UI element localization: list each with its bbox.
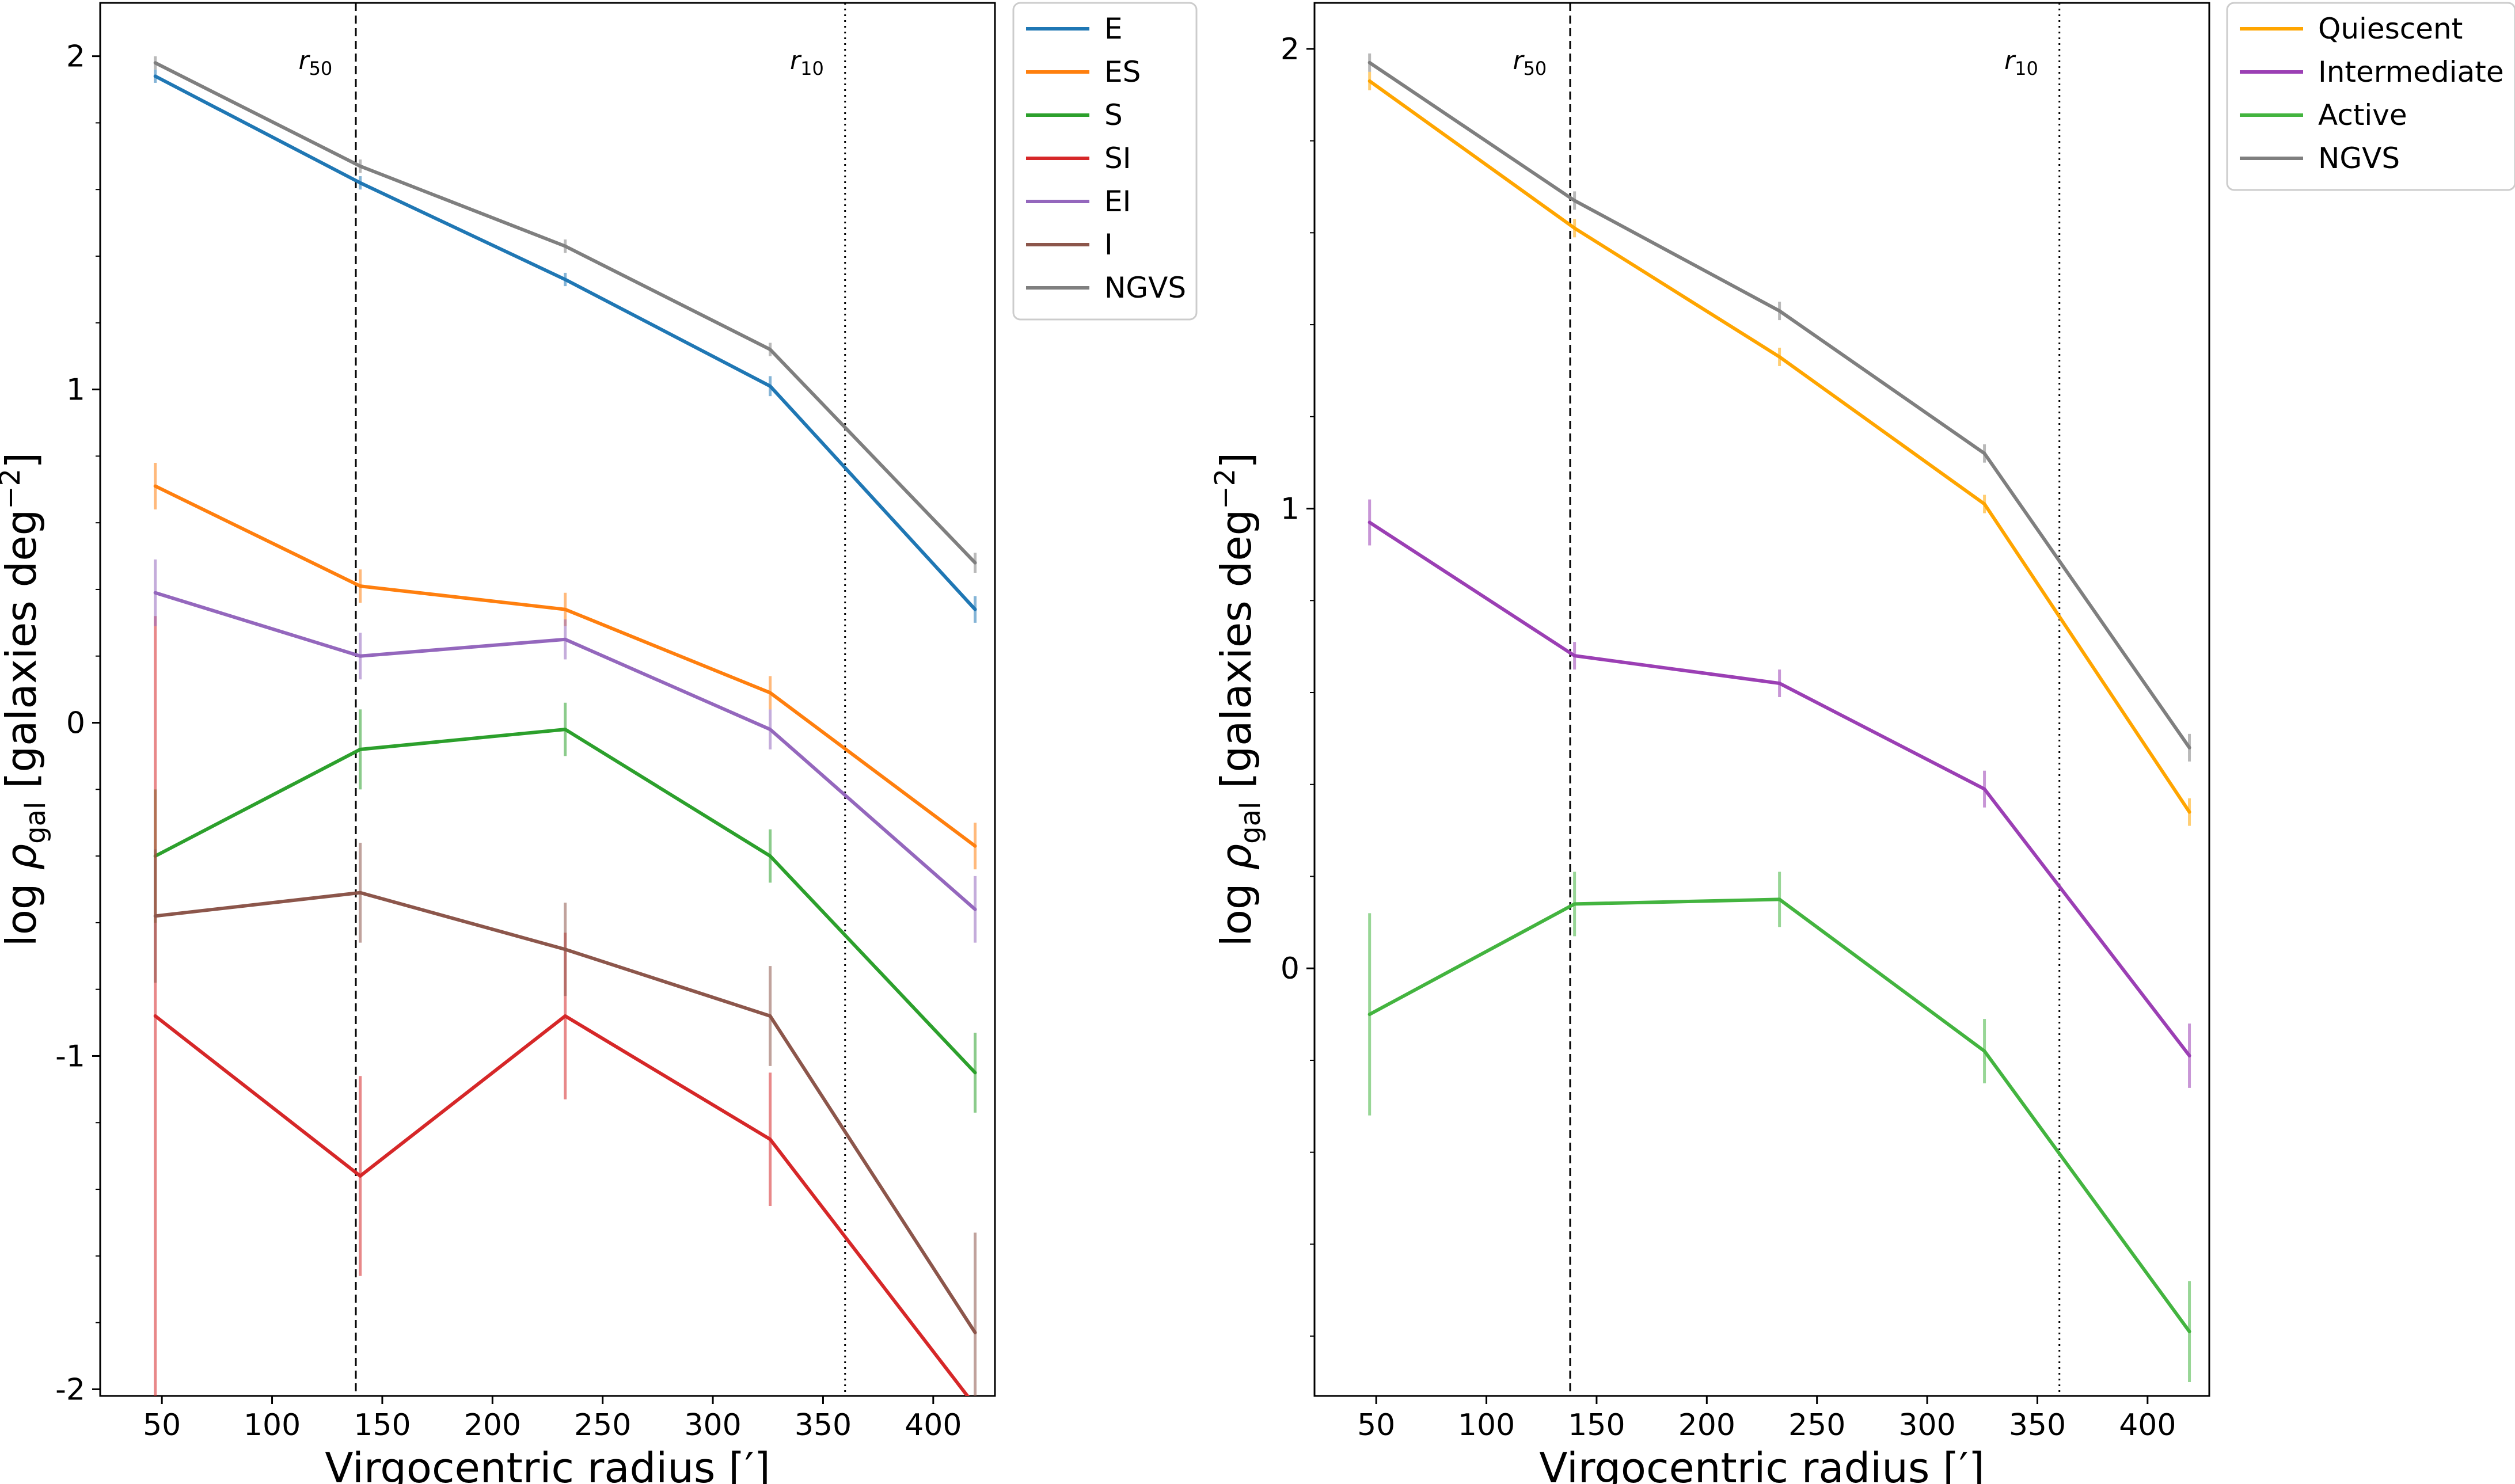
y-tick-label: 0	[1281, 952, 1300, 986]
x-axis-label-bracket: ]	[1969, 1444, 1985, 1484]
legend-label-ngvs: NGVS	[2318, 142, 2400, 175]
legend-label-active: Active	[2318, 98, 2407, 132]
legend-box	[1012, 2, 1198, 321]
x-tick-label: 150	[354, 1408, 411, 1443]
y-axis-label-bracket: ]	[0, 452, 45, 469]
x-tick-label: 250	[1788, 1408, 1845, 1443]
plot-frame	[99, 2, 996, 1397]
reference-label-r: r	[2004, 46, 2016, 75]
y-axis-label-sup: −2	[1209, 469, 1241, 509]
series-line-active	[1367, 897, 2191, 1334]
x-axis-label-bracket: ]	[754, 1444, 770, 1484]
reference-label-sub: 10	[800, 58, 824, 79]
y-tick-label: 1	[1281, 492, 1300, 527]
x-tick-label: 300	[684, 1408, 741, 1443]
reference-line-label: r10	[790, 46, 824, 79]
y-axis-label-unit: [galaxies deg	[0, 509, 45, 802]
reference-line-label: r50	[1513, 46, 1547, 79]
legend-label-intermediate: Intermediate	[2318, 55, 2504, 89]
y-tick-label: 2	[66, 40, 85, 74]
series-group	[153, 56, 977, 1396]
legend-box	[2226, 2, 2515, 191]
legend-label-ei: EI	[1104, 185, 1131, 218]
x-axis-label-text: Virgocentric radius [	[1539, 1444, 1959, 1484]
y-axis-label-sub: gal	[20, 802, 52, 844]
y-axis-label-log: log	[0, 870, 45, 947]
y-axis-label-log: log	[1212, 870, 1260, 947]
x-axis-label-text: Virgocentric radius [	[325, 1444, 744, 1484]
reference-label-sub: 50	[1524, 58, 1547, 79]
y-axis-label: log ρgal [galaxies deg−2]	[1209, 452, 1267, 946]
legend-label-i: I	[1104, 228, 1113, 261]
legend-label-si: SI	[1104, 142, 1131, 175]
y-axis-label-sup: −2	[0, 469, 26, 509]
y-tick-label: 1	[66, 373, 85, 408]
legend-label-quiescent: Quiescent	[2318, 12, 2463, 45]
y-axis-label: log ρgal [galaxies deg−2]	[0, 452, 52, 946]
x-tick-label: 300	[1898, 1408, 1955, 1443]
y-tick-label: -1	[55, 1039, 85, 1074]
x-tick-label: 50	[1357, 1408, 1395, 1443]
x-tick-label: 50	[143, 1408, 181, 1443]
legend-label-ngvs: NGVS	[1104, 271, 1186, 305]
y-axis-label-rho: ρ	[0, 844, 45, 870]
reference-label-sub: 50	[309, 58, 333, 79]
reference-line-label: r50	[298, 46, 332, 79]
series-group	[1367, 53, 2191, 1383]
series-line-intermediate	[1367, 520, 2191, 1057]
y-axis-label-bracket: ]	[1212, 452, 1260, 469]
reference-label-r: r	[790, 46, 802, 75]
x-axis-label: Virgocentric radius [′]	[1539, 1444, 1985, 1484]
series-line-e	[153, 74, 977, 611]
x-tick-label: 200	[1678, 1408, 1735, 1443]
x-tick-label: 350	[795, 1408, 852, 1443]
y-tick-label: 0	[66, 706, 85, 741]
x-tick-label: 150	[1568, 1408, 1625, 1443]
y-tick-label: 2	[1281, 32, 1300, 67]
legend-label-e: E	[1104, 12, 1123, 45]
x-tick-label: 400	[905, 1408, 962, 1443]
x-tick-label: 350	[2009, 1408, 2066, 1443]
x-tick-label: 100	[1458, 1408, 1515, 1443]
x-tick-label: 200	[464, 1408, 521, 1443]
y-axis-label-sub: gal	[1234, 802, 1267, 844]
x-axis-label: Virgocentric radius [′]	[325, 1444, 770, 1484]
panel-morphology: 50 100 150 200 250 300 350 400 -2 -1 0 1 2 Virgocentr…	[0, 2, 1198, 1484]
y-tick-label: -2	[55, 1372, 85, 1407]
legend-label-s: S	[1104, 98, 1123, 132]
series-line-ngvs	[1367, 60, 2191, 749]
plot-frame	[1313, 2, 2210, 1397]
reference-line-label: r10	[2004, 46, 2038, 79]
series-line-quiescent	[1367, 79, 2191, 814]
y-axis-label-unit: [galaxies deg	[1212, 509, 1260, 802]
x-axis-label-unit: ′	[1959, 1444, 1968, 1484]
x-axis-label-unit: ′	[744, 1444, 754, 1484]
x-tick-label: 250	[574, 1408, 631, 1443]
legend-label-es: ES	[1104, 55, 1141, 89]
reference-label-r: r	[298, 46, 310, 75]
x-tick-label: 100	[244, 1408, 301, 1443]
reference-label-r: r	[1513, 46, 1525, 75]
panel-activity: 50 100 150 200 250 300 350 400 0 1 2 Virgocentric r…	[1209, 2, 2515, 1484]
y-axis-label-rho: ρ	[1212, 844, 1260, 870]
x-tick-label: 400	[2119, 1408, 2176, 1443]
series-line-ngvs	[153, 61, 977, 565]
reference-label-sub: 10	[2015, 58, 2038, 79]
